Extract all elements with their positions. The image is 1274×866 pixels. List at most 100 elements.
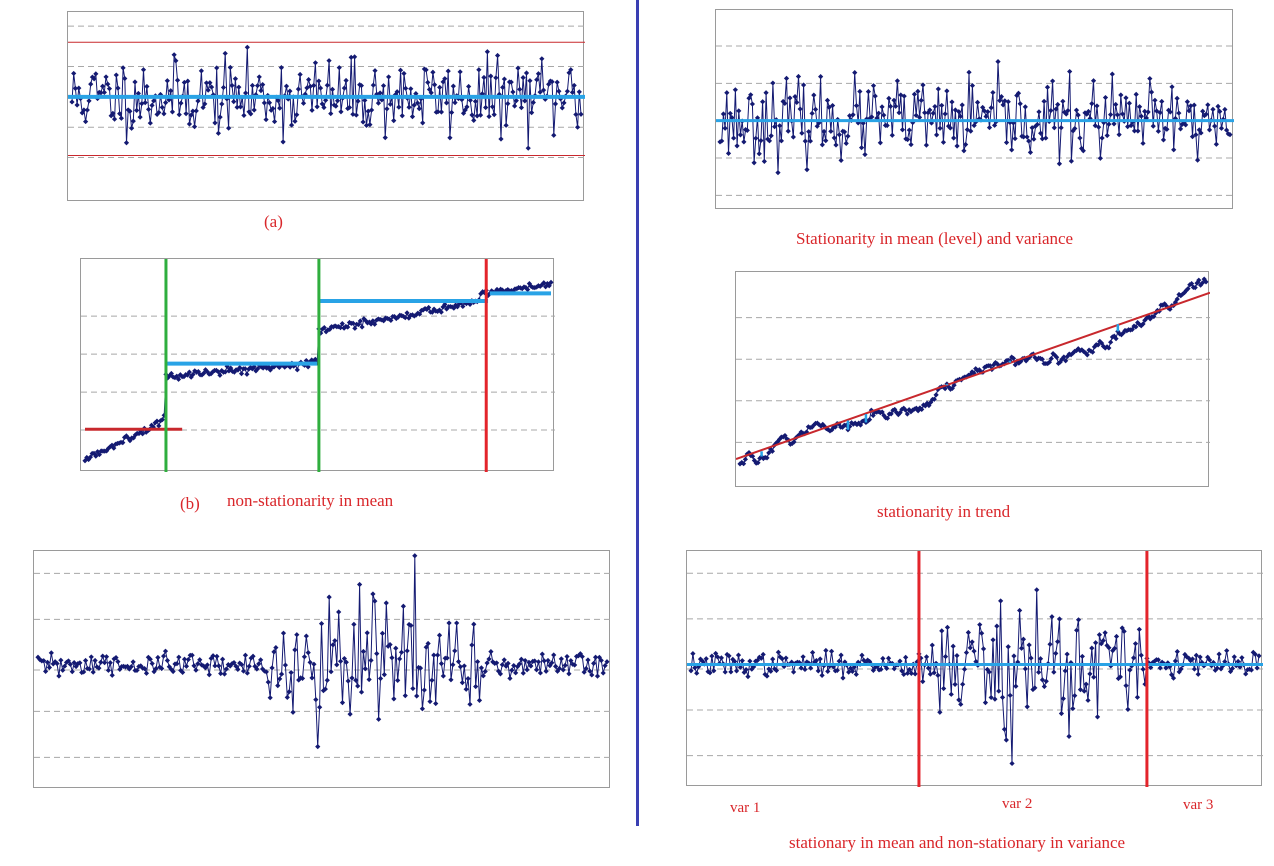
data-point	[1138, 113, 1144, 119]
data-point	[483, 104, 489, 111]
data-point	[825, 668, 831, 674]
data-point	[100, 653, 106, 659]
data-point	[355, 98, 361, 104]
data-point	[596, 654, 602, 660]
data-point	[149, 102, 155, 108]
data-point	[888, 411, 894, 417]
data-point	[431, 652, 437, 658]
data-point	[1077, 135, 1083, 141]
data-point	[294, 367, 300, 373]
data-point	[128, 664, 134, 670]
data-point	[534, 77, 540, 83]
data-point	[899, 127, 906, 133]
data-point	[832, 424, 838, 430]
data-point	[1215, 103, 1221, 110]
data-point	[1186, 108, 1192, 114]
data-point	[1029, 125, 1035, 131]
data-point	[421, 687, 427, 693]
data-point	[113, 72, 119, 78]
data-point	[1089, 645, 1095, 651]
data-point	[195, 98, 201, 104]
data-point	[363, 122, 370, 128]
data-point	[1043, 678, 1049, 684]
data-point	[990, 89, 996, 96]
data-point	[1169, 84, 1175, 90]
data-point	[311, 661, 317, 667]
data-point	[1037, 656, 1044, 662]
data-point	[514, 664, 521, 670]
data-point	[98, 659, 104, 665]
data-point	[763, 90, 769, 96]
data-point	[1015, 659, 1021, 665]
data-point	[549, 660, 555, 666]
data-point	[217, 114, 223, 120]
data-point	[954, 653, 960, 659]
data-point	[1142, 681, 1148, 687]
data-point	[391, 118, 397, 124]
data-point	[292, 118, 298, 124]
data-point	[1051, 125, 1057, 131]
data-point	[1022, 666, 1028, 672]
data-point	[1037, 355, 1044, 362]
data-point	[530, 99, 536, 106]
data-point	[43, 668, 49, 675]
data-point	[1212, 123, 1218, 129]
data-point	[1210, 106, 1216, 113]
data-point	[102, 660, 108, 666]
data-point	[1142, 108, 1148, 114]
data-point	[761, 158, 767, 164]
data-point	[386, 74, 392, 80]
data-point	[411, 102, 417, 108]
data-point	[276, 364, 282, 371]
data-point	[169, 109, 176, 115]
data-point	[1131, 128, 1138, 134]
data-point	[128, 125, 135, 131]
data-point	[1114, 112, 1121, 118]
data-point	[739, 658, 745, 664]
data-point	[574, 124, 581, 130]
data-point	[287, 88, 293, 94]
data-point	[416, 106, 422, 112]
data-point	[498, 136, 504, 142]
data-point	[334, 98, 341, 104]
data-point	[1184, 99, 1190, 105]
data-point	[54, 660, 60, 667]
data-point	[1224, 648, 1230, 654]
data-point	[537, 670, 543, 676]
data-point	[986, 124, 993, 131]
data-point	[1142, 317, 1148, 323]
data-point	[929, 642, 935, 648]
data-point	[1038, 130, 1044, 136]
data-point	[546, 283, 552, 289]
data-point	[984, 666, 990, 673]
data-point	[1199, 280, 1206, 286]
data-point	[999, 694, 1006, 700]
data-point	[333, 103, 339, 109]
data-point	[207, 80, 213, 86]
data-point	[517, 86, 523, 92]
data-point	[393, 315, 399, 322]
data-point	[949, 99, 955, 105]
data-point	[920, 678, 926, 685]
data-point	[1039, 136, 1045, 142]
data-point	[420, 120, 426, 126]
data-point	[346, 104, 353, 111]
data-point	[357, 318, 363, 324]
data-point	[292, 647, 298, 653]
data-point	[1005, 99, 1011, 105]
data-point	[1140, 321, 1146, 327]
data-point	[163, 99, 169, 106]
data-point	[911, 91, 918, 97]
data-point	[400, 603, 406, 609]
data-point	[101, 89, 107, 96]
data-point	[425, 79, 431, 86]
data-point	[1017, 101, 1023, 107]
data-point	[913, 112, 919, 118]
data-point	[1012, 135, 1018, 142]
data-point	[1187, 282, 1193, 288]
data-point	[552, 101, 559, 107]
data-point	[399, 113, 405, 119]
data-point	[737, 461, 743, 467]
data-point	[206, 672, 212, 678]
data-point	[478, 665, 485, 671]
